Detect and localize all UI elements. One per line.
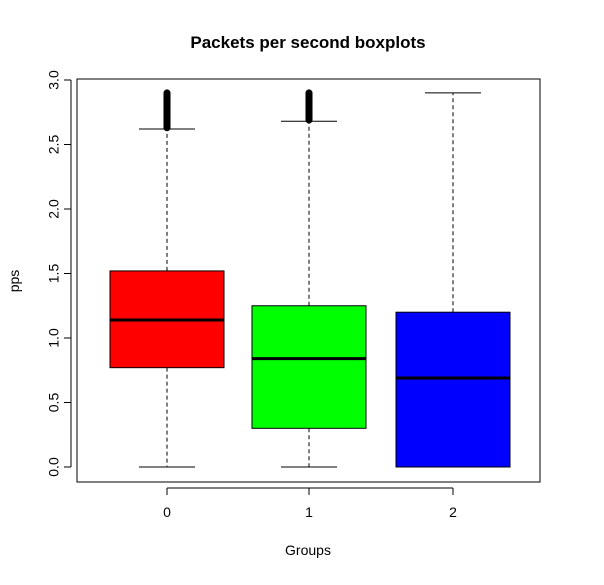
x-tick-label: 2 xyxy=(449,504,457,520)
outlier-points xyxy=(163,89,171,132)
y-tick-label: 0.0 xyxy=(46,457,62,477)
outlier-point xyxy=(305,89,313,97)
outlier-points xyxy=(305,89,313,124)
y-tick-label: 3.0 xyxy=(46,70,62,90)
plot-frame xyxy=(76,78,541,483)
box-iqr xyxy=(395,311,511,468)
outlier-point xyxy=(163,89,171,97)
box-group-1 xyxy=(251,89,367,468)
boxplot-series xyxy=(109,89,511,468)
y-tick-label: 1.0 xyxy=(46,328,62,348)
x-axis: 0 1 2 xyxy=(163,487,457,520)
y-tick-label: 0.5 xyxy=(46,393,62,413)
chart-title: Packets per second boxplots xyxy=(190,33,425,52)
x-axis-label: Groups xyxy=(285,542,331,558)
y-tick-label: 1.5 xyxy=(46,264,62,284)
x-tick-label: 1 xyxy=(305,504,313,520)
y-tick-label: 2.5 xyxy=(46,135,62,155)
y-axis: 0.0 0.5 1.0 1.5 2.0 2.5 3.0 xyxy=(46,70,72,477)
box-group-0 xyxy=(109,89,225,468)
box-iqr xyxy=(251,305,367,429)
box-group-2 xyxy=(395,92,511,468)
y-axis-label: pps xyxy=(6,270,22,293)
y-tick-label: 2.0 xyxy=(46,199,62,219)
x-tick-label: 0 xyxy=(163,504,171,520)
